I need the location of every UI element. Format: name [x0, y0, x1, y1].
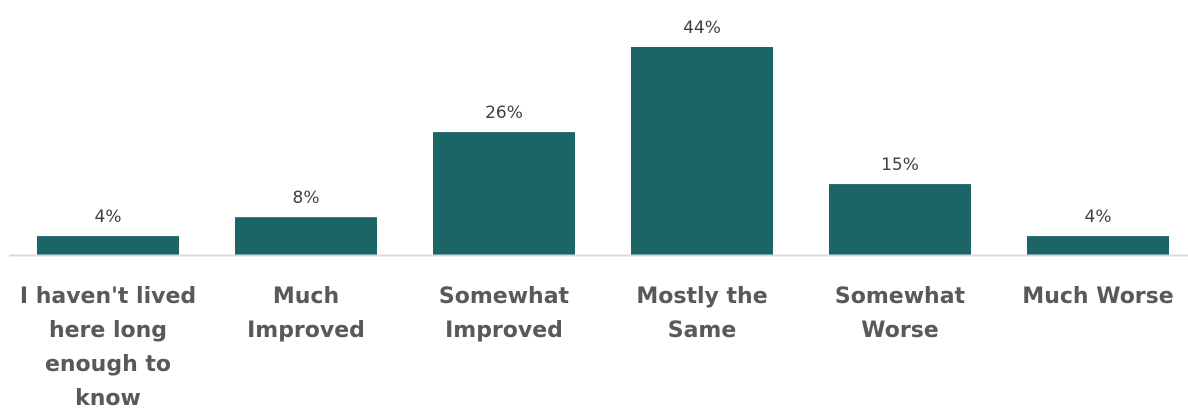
bar-4 [829, 184, 971, 255]
category-label-2: Somewhat Improved [439, 284, 570, 343]
category-label-line: Somewhat [835, 284, 966, 309]
category-label-line: Somewhat [439, 284, 570, 309]
bars-group [37, 47, 1169, 255]
category-label-line: know [75, 386, 141, 411]
data-label-2: 26% [485, 103, 523, 123]
category-labels-group: I haven't lived here long enough to know Muc… [20, 284, 1174, 411]
category-label-line: Improved [445, 318, 563, 343]
data-labels-group: 4% 8% 26% 44% 15% 4% [95, 18, 1112, 227]
category-label-line: Much Worse [1022, 284, 1173, 309]
category-label-line: Worse [861, 318, 938, 343]
data-label-1: 8% [293, 188, 320, 208]
category-label-3: Mostly the Same [636, 284, 767, 343]
data-label-3: 44% [683, 18, 721, 38]
category-label-4: Somewhat Worse [835, 284, 966, 343]
bar-3 [631, 47, 773, 255]
category-label-line: enough to [45, 352, 171, 377]
category-label-1: Much Improved [247, 284, 365, 343]
category-label-line: I haven't lived [20, 284, 196, 309]
category-label-line: here long [49, 318, 167, 343]
category-label-line: Same [668, 318, 737, 343]
data-label-0: 4% [95, 207, 122, 227]
category-label-line: Improved [247, 318, 365, 343]
bar-0 [37, 236, 179, 255]
data-label-5: 4% [1085, 207, 1112, 227]
bar-1 [235, 217, 377, 255]
category-label-0: I haven't lived here long enough to know [20, 284, 196, 411]
category-label-line: Mostly the [636, 284, 767, 309]
category-label-5: Much Worse [1022, 284, 1173, 309]
bar-2 [433, 132, 575, 255]
data-label-4: 15% [881, 155, 919, 175]
category-label-line: Much [273, 284, 339, 309]
bar-5 [1027, 236, 1169, 255]
